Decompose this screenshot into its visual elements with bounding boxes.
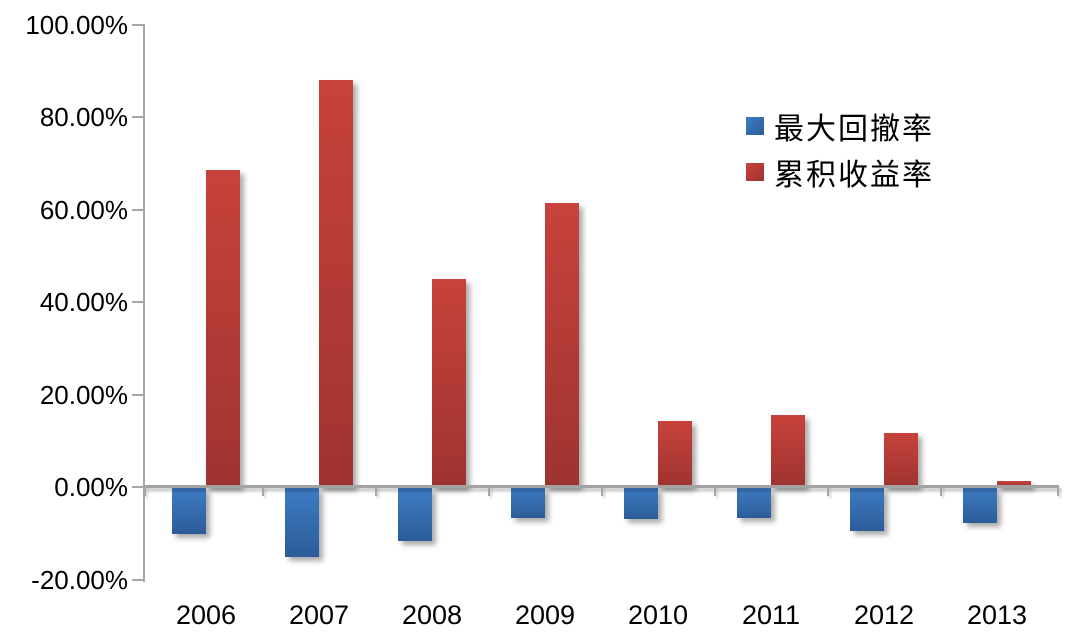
x-axis-tick (826, 487, 829, 496)
legend-swatch-cumulative-return (746, 162, 764, 181)
bar-cumulative-return-2013 (997, 480, 1031, 487)
x-axis-tick-label: 2008 (401, 600, 463, 630)
y-axis-tick-label: 40.00% (39, 287, 128, 317)
bar-max-drawdown-2006 (172, 488, 206, 535)
x-axis-tick-label: 2007 (288, 600, 350, 630)
y-axis-tick-label: 60.00% (39, 194, 128, 225)
bar-cumulative-return-2010 (658, 420, 692, 487)
bar-max-drawdown-2010 (624, 488, 658, 520)
x-axis-tick-label: 2009 (514, 600, 576, 630)
legend-item-max-drawdown: 最大回撤率 (746, 108, 934, 146)
x-axis-tick-label: 2013 (966, 600, 1028, 630)
x-axis-tick (939, 487, 942, 496)
x-axis-tick-label: 2011 (741, 600, 801, 630)
y-axis-tick (132, 23, 144, 26)
bar-max-drawdown-2011 (737, 488, 771, 519)
y-axis-tick (132, 208, 144, 211)
x-axis-tick-label: 2010 (627, 600, 689, 630)
bar-cumulative-return-2007 (319, 80, 353, 487)
bar-cumulative-return-2006 (206, 170, 240, 487)
x-axis-tick (374, 487, 377, 496)
y-axis-tick-label: -20.00% (31, 564, 128, 595)
x-axis-tick-label: 2006 (175, 600, 237, 630)
x-axis-tick (1057, 487, 1059, 496)
y-axis-line (143, 24, 145, 582)
y-axis-tick (132, 301, 144, 303)
y-axis-tick-label: 0.00% (54, 472, 128, 502)
x-axis-tick (600, 487, 603, 496)
x-axis-tick-label: 2012 (853, 600, 915, 630)
bar-max-drawdown-2009 (511, 488, 545, 519)
bar-max-drawdown-2013 (963, 488, 997, 523)
legend: 最大回撤率 累积收益率 (746, 108, 934, 192)
legend-item-cumulative-return: 累积收益率 (746, 154, 934, 192)
x-axis-tick (713, 487, 716, 496)
x-axis-tick (487, 487, 490, 496)
y-axis-tick (132, 393, 144, 396)
bar-cumulative-return-2008 (432, 278, 466, 487)
y-axis-tick (132, 116, 144, 118)
y-axis-tick-label: 80.00% (39, 102, 128, 132)
y-axis-tick-label: 20.00% (39, 379, 128, 410)
y-axis-tick (132, 578, 144, 581)
bar-max-drawdown-2012 (850, 488, 884, 531)
bar-max-drawdown-2008 (398, 488, 432, 542)
legend-swatch-max-drawdown (746, 116, 764, 135)
y-axis-tick (132, 486, 144, 488)
legend-label-max-drawdown: 最大回撤率 (774, 112, 934, 146)
bar-cumulative-return-2009 (545, 203, 579, 487)
x-axis-tick (261, 487, 264, 496)
bar-cumulative-return-2012 (884, 433, 918, 487)
x-axis-line (143, 485, 1059, 488)
legend-label-cumulative-return: 累积收益率 (774, 158, 934, 192)
y-axis-tick-label: 100.00% (25, 9, 128, 40)
bar-cumulative-return-2011 (771, 414, 805, 487)
bar-max-drawdown-2007 (285, 488, 319, 558)
x-axis-tick (144, 487, 146, 496)
